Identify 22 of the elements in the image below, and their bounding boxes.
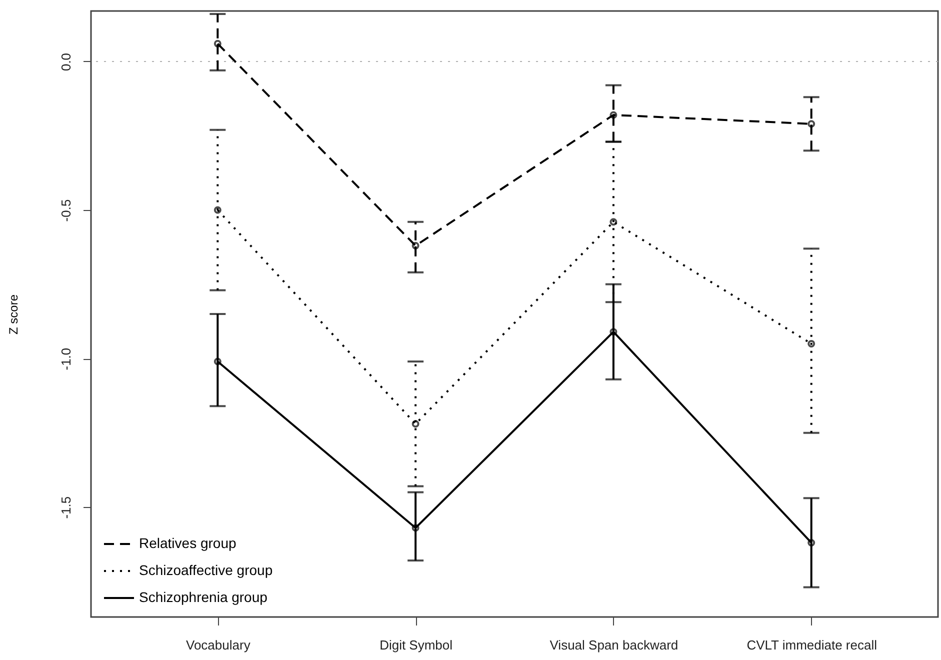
- point: [412, 242, 420, 250]
- x-tick-label: Visual Span backward: [550, 638, 678, 652]
- point: [610, 328, 618, 336]
- point: [214, 40, 222, 48]
- legend-label: Relatives group: [139, 535, 236, 551]
- point: [412, 524, 420, 532]
- y-tick-label: 0.0: [58, 52, 74, 72]
- y-tick-label: -1.5: [58, 496, 74, 519]
- x-tick-label: Vocabulary: [186, 638, 251, 652]
- y-tick-label: -1.0: [58, 348, 74, 370]
- y-axis-title: Z score: [6, 294, 20, 335]
- legend-label: Schizoaffective group: [139, 562, 273, 578]
- point: [610, 218, 618, 226]
- x-tick-label: CVLT immediate recall: [746, 638, 878, 652]
- point: [808, 340, 816, 348]
- point: [412, 420, 420, 428]
- point: [610, 111, 618, 119]
- point: [808, 120, 816, 128]
- point: [214, 206, 222, 214]
- x-tick-label: Digit Symbol: [380, 638, 453, 652]
- legend-label: Schizophrenia group: [139, 589, 268, 605]
- y-tick-label: -0.5: [58, 199, 74, 222]
